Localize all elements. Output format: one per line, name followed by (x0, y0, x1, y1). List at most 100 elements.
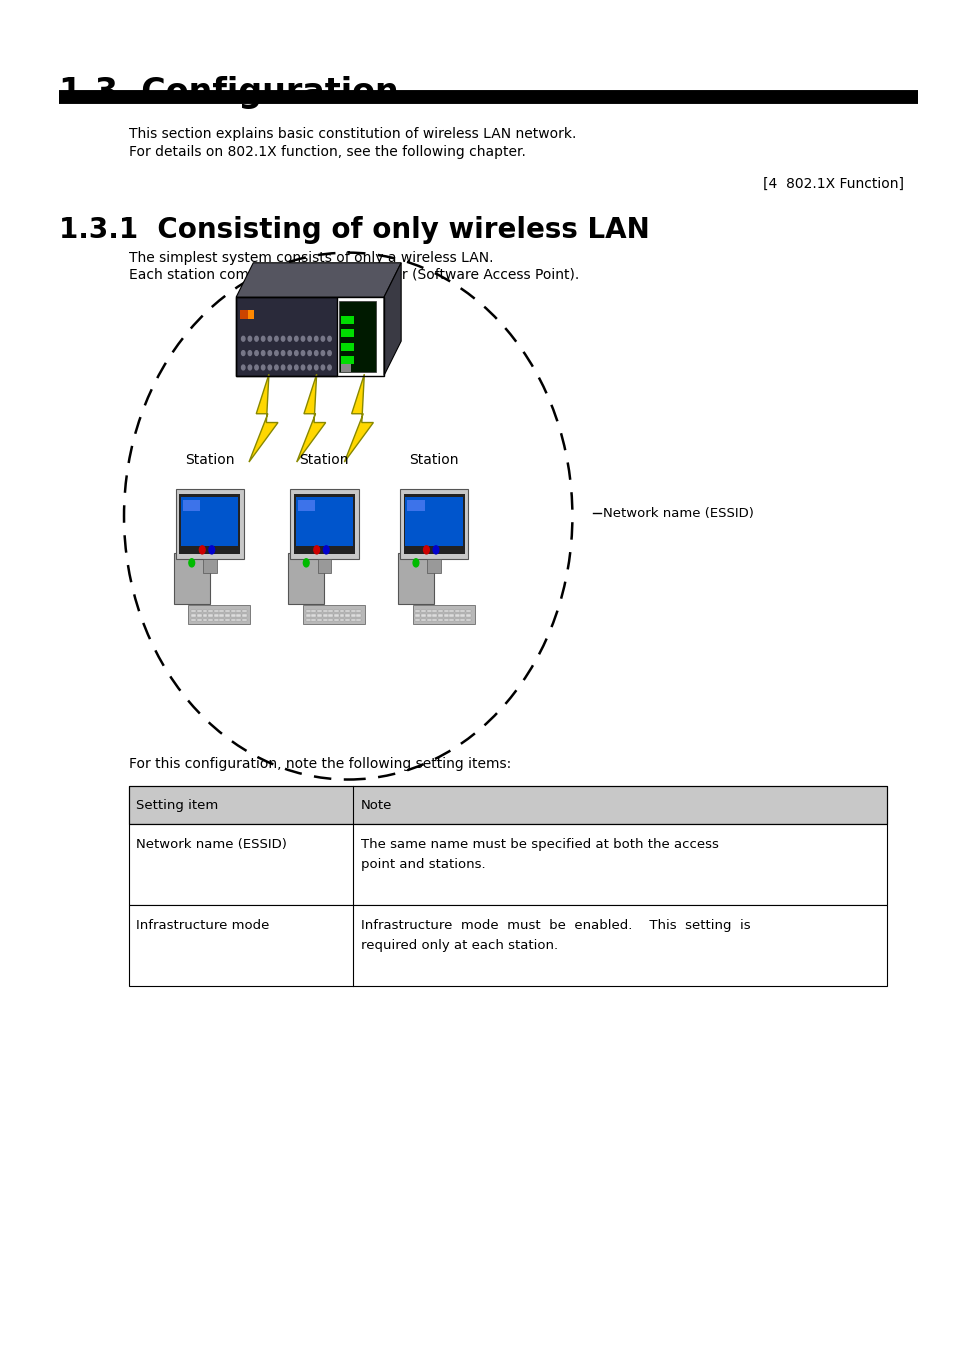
Text: This section explains basic constitution of wireless LAN network.: This section explains basic constitution… (129, 127, 576, 141)
Bar (339, 609, 344, 612)
Bar (351, 619, 355, 621)
Circle shape (433, 546, 438, 554)
Bar (455, 615, 459, 617)
Circle shape (199, 546, 205, 554)
Circle shape (301, 365, 304, 370)
Bar (213, 615, 218, 617)
Polygon shape (383, 263, 400, 376)
Bar (420, 609, 426, 612)
Circle shape (274, 365, 278, 370)
Bar (351, 615, 355, 617)
Bar (242, 609, 247, 612)
Circle shape (328, 351, 331, 355)
Bar (213, 609, 218, 612)
Polygon shape (296, 374, 325, 462)
Text: required only at each station.: required only at each station. (360, 939, 558, 952)
Bar (455, 619, 459, 621)
Bar (339, 619, 344, 621)
Bar (225, 615, 230, 617)
Circle shape (308, 365, 311, 370)
Bar (420, 615, 426, 617)
Bar (183, 500, 200, 511)
Circle shape (321, 336, 324, 342)
Bar (208, 615, 213, 617)
Bar (397, 553, 434, 604)
Bar (443, 615, 448, 617)
Circle shape (261, 351, 265, 355)
Circle shape (268, 336, 272, 342)
Bar (341, 330, 354, 338)
Circle shape (288, 365, 291, 370)
Bar (248, 309, 253, 319)
Bar (460, 609, 465, 612)
Bar (322, 615, 327, 617)
Circle shape (308, 351, 311, 355)
Circle shape (248, 336, 252, 342)
Bar (225, 619, 230, 621)
Bar (294, 494, 355, 554)
Bar (443, 619, 448, 621)
Circle shape (301, 336, 304, 342)
Bar (202, 619, 207, 621)
Bar (449, 615, 454, 617)
Bar (415, 619, 420, 621)
Bar (129, 905, 886, 986)
Circle shape (301, 351, 304, 355)
Bar (311, 609, 316, 612)
Bar (460, 619, 465, 621)
Bar (403, 494, 464, 554)
Text: [4  802.1X Function]: [4 802.1X Function] (762, 177, 903, 190)
Text: point and stations.: point and stations. (360, 858, 485, 871)
Circle shape (314, 365, 317, 370)
Circle shape (288, 336, 291, 342)
Circle shape (254, 351, 258, 355)
Bar (175, 489, 244, 559)
Bar (356, 609, 361, 612)
Bar (339, 615, 344, 617)
Bar (191, 619, 196, 621)
Text: Station: Station (409, 454, 458, 467)
Bar (334, 615, 338, 617)
Text: Infrastructure  mode  must  be  enabled.    This  setting  is: Infrastructure mode must be enabled. Thi… (360, 919, 749, 932)
Bar (219, 619, 224, 621)
Bar (305, 619, 311, 621)
Circle shape (314, 546, 319, 554)
Bar (242, 619, 247, 621)
Circle shape (413, 559, 418, 567)
Bar (426, 619, 431, 621)
Bar (345, 615, 350, 617)
Circle shape (308, 336, 311, 342)
Bar (196, 609, 202, 612)
Circle shape (248, 351, 252, 355)
Bar (356, 615, 361, 617)
Circle shape (241, 351, 245, 355)
Bar (432, 615, 436, 617)
Bar (449, 609, 454, 612)
Bar (236, 609, 241, 612)
Text: Infrastructure mode: Infrastructure mode (136, 919, 270, 932)
Text: Each station communicates via a server (Software Access Point).: Each station communicates via a server (… (129, 267, 578, 281)
Bar (415, 615, 420, 617)
Bar (455, 609, 459, 612)
Bar (219, 609, 224, 612)
Bar (341, 343, 354, 350)
Bar (179, 494, 240, 554)
Bar (129, 786, 886, 824)
Circle shape (281, 351, 285, 355)
Bar (173, 553, 210, 604)
Circle shape (209, 546, 214, 554)
Bar (341, 316, 354, 324)
Circle shape (254, 336, 258, 342)
Circle shape (281, 365, 285, 370)
Bar (231, 619, 235, 621)
Text: Network name (ESSID): Network name (ESSID) (136, 838, 287, 851)
Circle shape (274, 336, 278, 342)
Circle shape (241, 336, 245, 342)
Bar (415, 609, 420, 612)
Circle shape (321, 351, 324, 355)
Text: Station: Station (185, 454, 234, 467)
Bar (334, 609, 338, 612)
Bar (295, 497, 353, 546)
Text: Station: Station (299, 454, 349, 467)
Bar (240, 309, 248, 319)
